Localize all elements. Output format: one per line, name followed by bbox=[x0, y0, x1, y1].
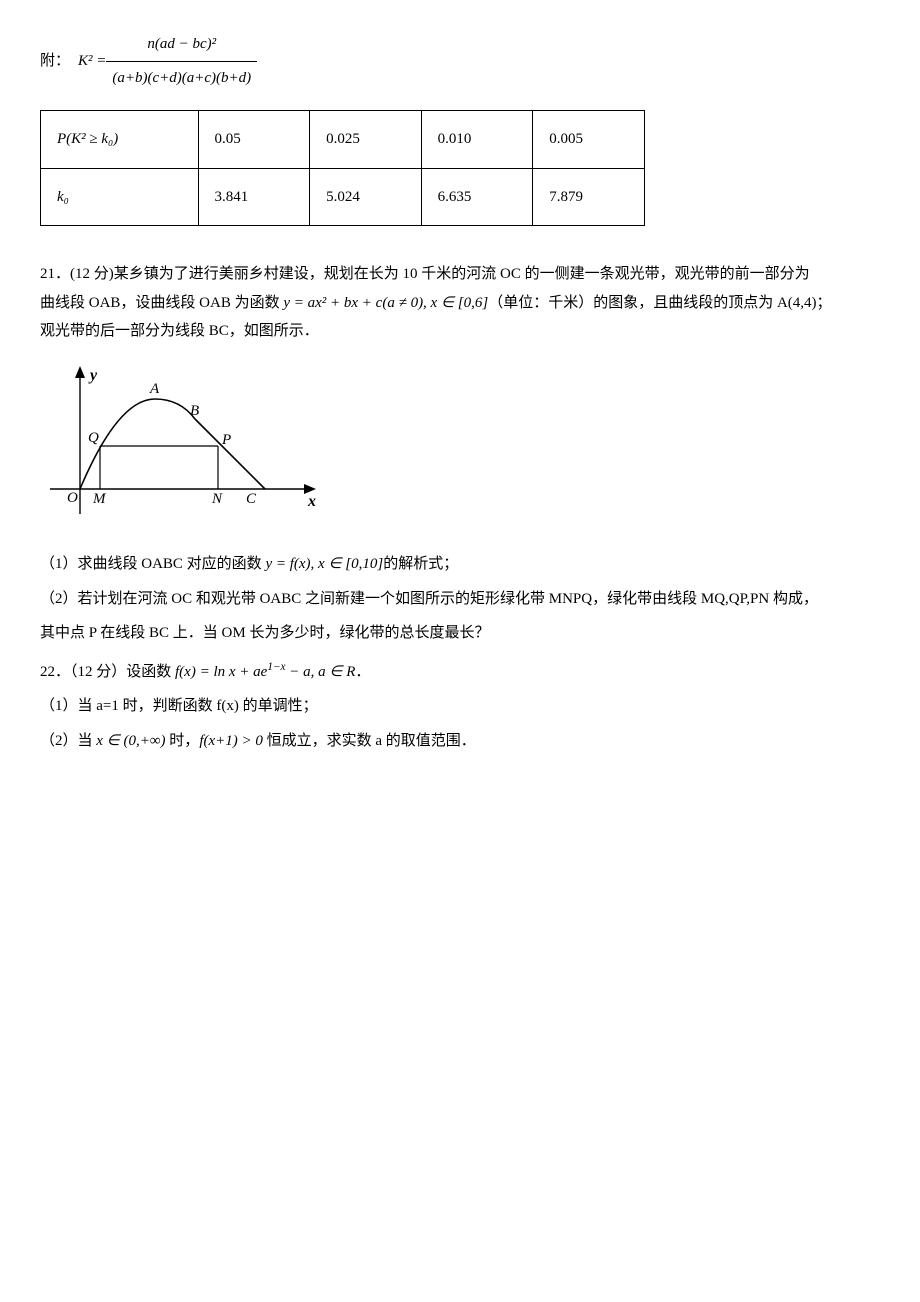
table-row: P(K² ≥ k₀) 0.05 0.025 0.010 0.005 bbox=[41, 111, 645, 169]
problem-21-q2-line2: 其中点 P 在线段 BC 上．当 OM 长为多少时，绿化带的总长度最长？ bbox=[40, 619, 880, 648]
critical-value-table: P(K² ≥ k₀) 0.05 0.025 0.010 0.005 k₀ 3.8… bbox=[40, 110, 645, 226]
label-A: A bbox=[149, 381, 160, 397]
formula-numerator: n(ad − bc)² bbox=[141, 30, 222, 61]
problem-21-q2-line1: （2）若计划在河流 OC 和观光带 OABC 之间新建一个如图所示的矩形绿化带 … bbox=[40, 585, 880, 614]
table-cell: 0.025 bbox=[310, 111, 422, 169]
problem-21-q1: （1）求曲线段 OABC 对应的函数 y = f(x), x ∈ [0,10]的… bbox=[40, 550, 880, 579]
label-B: B bbox=[190, 403, 199, 419]
problem-22-line1: 22．（12 分）设函数 f(x) = ln x + ae1−x − a, a … bbox=[40, 658, 880, 687]
table-cell: 3.841 bbox=[198, 168, 310, 226]
problem-21-line3: 观光带的后一部分为线段 BC，如图所示． bbox=[40, 317, 880, 346]
problem-21-line1: 21．(12 分)某乡镇为了进行美丽乡村建设，规划在长为 10 千米的河流 OC… bbox=[40, 260, 880, 289]
problem-21-line2: 曲线段 OAB，设曲线段 OAB 为函数 y = ax² + bx + c(a … bbox=[40, 289, 880, 318]
problem-22-q2: （2）当 x ∈ (0,+∞) 时，f(x+1) > 0 恒成立，求实数 a 的… bbox=[40, 727, 880, 756]
formula-lhs: K² = bbox=[78, 47, 106, 76]
table-row: k₀ 3.841 5.024 6.635 7.879 bbox=[41, 168, 645, 226]
chi-square-formula: 附： K² = n(ad − bc)² (a+b)(c+d)(a+c)(b+d) bbox=[40, 30, 880, 92]
table-cell: 6.635 bbox=[421, 168, 533, 226]
table-header-k0: k₀ bbox=[41, 168, 199, 226]
table-header-prob: P(K² ≥ k₀) bbox=[41, 111, 199, 169]
label-M: M bbox=[92, 491, 107, 507]
table-cell: 5.024 bbox=[310, 168, 422, 226]
formula-fraction: n(ad − bc)² (a+b)(c+d)(a+c)(b+d) bbox=[106, 30, 257, 92]
label-N: N bbox=[211, 491, 223, 507]
label-P: P bbox=[221, 432, 231, 448]
table-cell: 0.005 bbox=[533, 111, 645, 169]
problem-21-figure: y x O A B Q P M N C bbox=[40, 364, 880, 535]
table-cell: 0.05 bbox=[198, 111, 310, 169]
formula-prefix: 附： bbox=[40, 47, 70, 76]
problem-22-q1: （1）当 a=1 时，判断函数 f(x) 的单调性； bbox=[40, 692, 880, 721]
curve-diagram: y x O A B Q P M N C bbox=[40, 364, 320, 524]
label-y: y bbox=[88, 367, 98, 384]
label-O: O bbox=[67, 490, 78, 506]
formula-denominator: (a+b)(c+d)(a+c)(b+d) bbox=[106, 61, 257, 93]
label-Q: Q bbox=[88, 430, 99, 446]
label-C: C bbox=[246, 491, 257, 507]
problem-22: 22．（12 分）设函数 f(x) = ln x + ae1−x − a, a … bbox=[40, 658, 880, 756]
table-cell: 7.879 bbox=[533, 168, 645, 226]
problem-21: 21．(12 分)某乡镇为了进行美丽乡村建设，规划在长为 10 千米的河流 OC… bbox=[40, 260, 880, 648]
label-x: x bbox=[307, 493, 316, 510]
table-cell: 0.010 bbox=[421, 111, 533, 169]
